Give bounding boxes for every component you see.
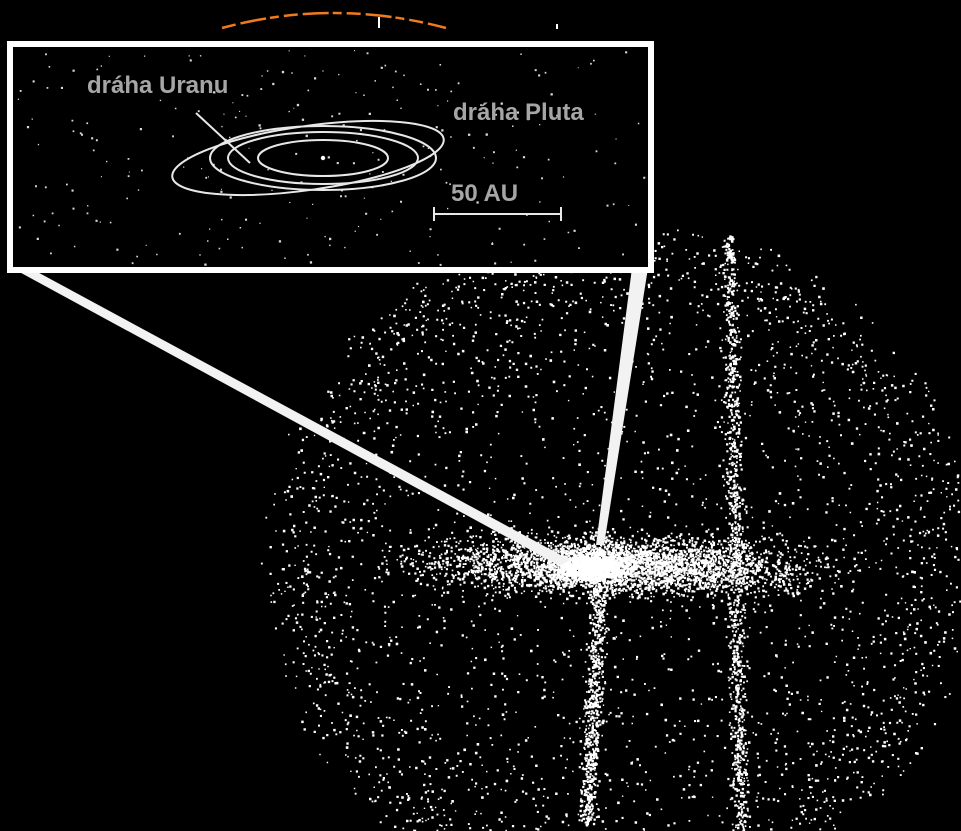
uranus-pointer-line	[195, 112, 251, 164]
label-pluto-orbit: dráha Pluta	[453, 99, 584, 126]
cloud-dot-field	[260, 217, 961, 831]
middle-orbit	[227, 131, 419, 185]
sun-dot	[320, 155, 326, 161]
scale-bar	[433, 207, 562, 221]
top-arc-tick	[378, 17, 380, 28]
inner-orbit	[257, 139, 389, 177]
inset-panel: dráha Uranu dráha Pluta 50 AU	[7, 41, 654, 273]
top-small-tick	[556, 24, 558, 29]
pluto-orbit	[171, 120, 445, 196]
scale-bar-label: 50 AU	[451, 180, 518, 207]
oort-cloud-dots	[260, 217, 961, 831]
label-uranus-orbit: dráha Uranu	[87, 72, 228, 99]
inner-orbits	[171, 120, 445, 196]
zoom-connector-left	[12, 268, 570, 566]
top-orange-arc	[221, 11, 447, 30]
neptune-orbit	[209, 125, 437, 191]
inset-frame	[7, 41, 654, 273]
zoom-connector-right	[596, 268, 648, 545]
